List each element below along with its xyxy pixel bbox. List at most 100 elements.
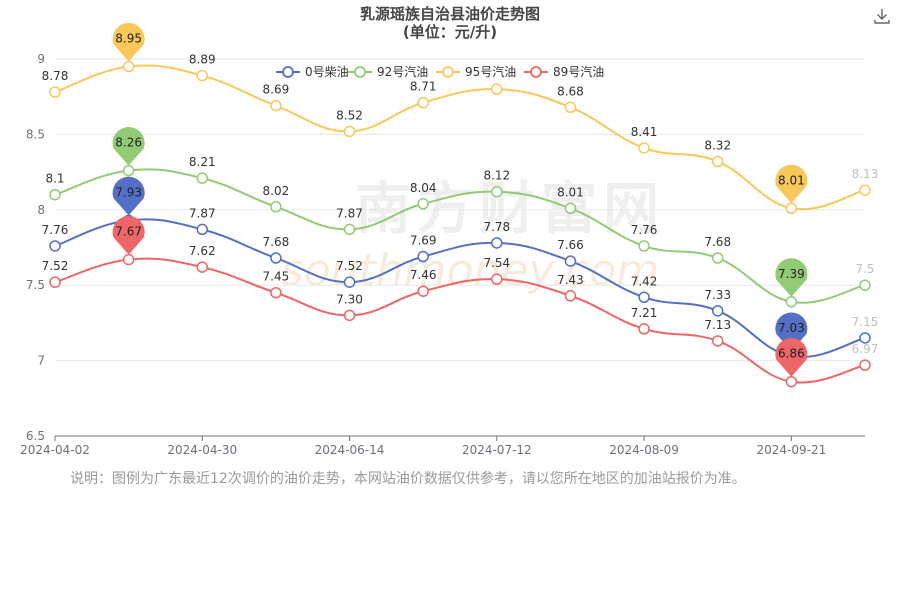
data-label: 7.69 (410, 234, 437, 248)
data-label: 7.87 (336, 206, 363, 220)
download-icon[interactable] (872, 6, 892, 26)
data-label: 7.21 (631, 306, 658, 320)
data-label: 7.30 (336, 292, 363, 306)
data-point (122, 60, 135, 73)
pin-shape (112, 215, 145, 255)
min-marker: 6.86 (775, 338, 808, 377)
data-point (638, 291, 650, 304)
pin-label: 8.01 (778, 173, 805, 187)
data-point (564, 290, 577, 302)
data-label: 8.78 (42, 69, 69, 83)
data-point (343, 309, 356, 322)
data-point (49, 188, 61, 201)
data-point (491, 237, 503, 249)
data-label: 7.68 (263, 235, 290, 249)
data-point (491, 83, 503, 95)
pin-shape (112, 22, 145, 62)
legend-symbol (282, 66, 294, 78)
data-point (564, 255, 577, 267)
data-label: 8.04 (410, 181, 437, 195)
data-point (49, 86, 61, 98)
pin-label: 8.95 (115, 32, 142, 46)
data-point (711, 155, 724, 168)
pin-label: 7.67 (115, 225, 142, 239)
data-point (343, 125, 356, 138)
data-point (122, 164, 135, 177)
legend-item[interactable]: 95号汽油 (436, 64, 516, 79)
data-label: 8.41 (631, 125, 658, 139)
markers: 7.93 7.03 8.26 7.39 8.95 8.01 7.67 6.86 (112, 22, 808, 377)
data-label: 7.76 (42, 223, 69, 237)
data-label: 8.12 (483, 169, 510, 183)
data-label: 8.89 (189, 53, 216, 67)
data-point (859, 279, 871, 291)
data-point (196, 69, 209, 82)
data-point (270, 99, 282, 112)
min-marker: 8.01 (775, 164, 808, 204)
data-label: 7.15 (852, 315, 879, 329)
data-point (343, 276, 356, 288)
max-marker: 8.26 (112, 127, 145, 166)
watermark-text-en: southmoney.com (281, 245, 659, 296)
legend-label: 0号柴油 (305, 65, 349, 79)
pin-label: 7.03 (778, 321, 805, 335)
data-label: 7.45 (263, 270, 290, 284)
data-point (711, 305, 724, 317)
x-tick-label: 2024-04-30 (167, 443, 237, 457)
pin-label: 7.93 (115, 185, 142, 199)
data-label: 7.42 (631, 274, 658, 288)
data-label: 7.54 (483, 256, 510, 270)
data-label: 7.78 (483, 220, 510, 234)
data-point (270, 286, 282, 299)
x-tick-label: 2024-09-21 (756, 443, 826, 457)
data-label: 7.62 (189, 244, 216, 258)
data-label: 7.43 (557, 273, 584, 287)
data-point (49, 276, 61, 288)
data-point (491, 273, 503, 285)
data-point (638, 240, 650, 252)
data-label: 7.33 (704, 288, 731, 302)
watermark: 南方财富网 southmoney.com (281, 177, 659, 296)
y-tick-label: 8 (37, 203, 45, 217)
x-tick-label: 2024-07-12 (462, 443, 532, 457)
data-label: 8.21 (189, 155, 216, 169)
data-point (196, 223, 209, 236)
data-label: 7.66 (557, 238, 584, 252)
pin-shape (112, 127, 145, 166)
chart-title-line1: 乳源瑶族自治县油价走势图 (359, 5, 540, 23)
data-label: 8.02 (263, 184, 290, 198)
y-tick-label: 6.5 (26, 429, 45, 443)
legend-item[interactable]: 0号柴油 (276, 65, 349, 79)
data-point (785, 202, 798, 215)
legend-item[interactable]: 89号汽油 (524, 64, 604, 79)
data-label: 8.68 (557, 84, 584, 98)
data-point (785, 296, 798, 308)
x-tick-label: 2024-08-09 (609, 443, 679, 457)
data-label: 7.87 (189, 206, 216, 220)
legend-item[interactable]: 92号汽油 (348, 64, 428, 79)
data-point (417, 96, 429, 109)
data-point (196, 261, 209, 273)
min-marker: 7.39 (775, 258, 808, 297)
legend-symbol (354, 66, 366, 78)
y-tick-label: 9 (37, 52, 45, 66)
data-point (417, 250, 429, 263)
axes: 2024-04-02 2024-04-30 2024-06-14 2024-07-12… (20, 435, 865, 457)
data-label: 8.13 (852, 167, 879, 181)
data-point (417, 285, 429, 297)
max-marker: 7.93 (112, 176, 145, 216)
data-point (417, 198, 429, 210)
data-label: 7.52 (336, 259, 363, 273)
series-lines (49, 60, 871, 388)
data-point (859, 184, 871, 196)
max-marker: 7.67 (112, 215, 145, 255)
data-point (270, 201, 282, 213)
data-label: 7.13 (704, 318, 731, 332)
data-point (638, 323, 650, 335)
pin-label: 6.86 (778, 347, 805, 361)
data-point (270, 252, 282, 264)
data-label: 7.5 (855, 262, 874, 276)
legend-symbol (530, 66, 542, 78)
chart-title-line2: (单位：元/升) (402, 23, 498, 41)
